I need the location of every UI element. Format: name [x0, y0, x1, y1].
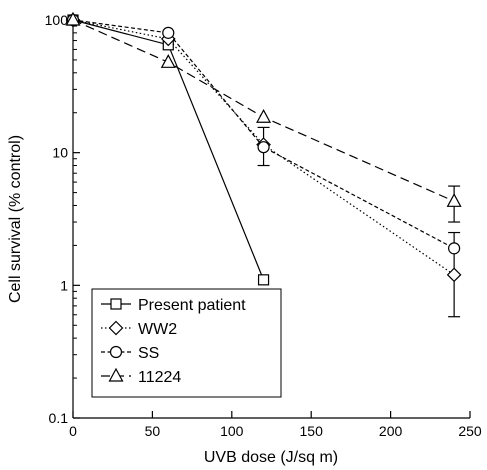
data-point-diamond [446, 267, 462, 283]
y-axis-title: Cell survival (% control) [7, 135, 24, 303]
data-point-triangle [65, 11, 81, 26]
legend-marker-square [110, 298, 122, 310]
ticks: 0 50 100 150 200 250 0.1 1 10 100 [45, 12, 482, 439]
y-tick-label: 1 [60, 277, 68, 293]
axes [72, 20, 470, 419]
data-point-triangle [160, 54, 176, 68]
x-tick-label: 0 [69, 423, 77, 439]
x-tick-label: 150 [300, 423, 324, 439]
series-triangle [65, 11, 462, 223]
data-point-circle [257, 141, 270, 154]
legend: Present patient WW2 SS 11224 [91, 288, 282, 398]
legend-marker-triangle [108, 367, 124, 382]
legend-marker-diamond [108, 320, 124, 336]
legend-label: SS [138, 345, 159, 362]
data-point-circle [162, 26, 175, 39]
series-line [72, 19, 455, 202]
x-axis-title: UVB dose (J/sq m) [204, 449, 338, 466]
x-tick-label: 50 [145, 423, 161, 439]
x-tick-label: 200 [379, 423, 403, 439]
series-diamond [65, 12, 462, 318]
y-tick-label: 100 [45, 12, 69, 28]
legend-label: 11224 [138, 369, 181, 386]
y-tick-label: 10 [52, 145, 68, 161]
y-tick-label: 0.1 [49, 410, 69, 426]
data-point-triangle [446, 193, 462, 207]
legend-marker-circle [109, 345, 123, 359]
series-layer [65, 11, 462, 318]
legend-label: Present patient [138, 297, 246, 314]
data-point-triangle [256, 108, 272, 123]
legend-box [91, 288, 282, 398]
series-line [72, 19, 455, 276]
data-point-circle [448, 242, 461, 255]
data-point-square [257, 274, 270, 286]
x-tick-label: 100 [220, 423, 244, 439]
legend-items: Present patient WW2 SS 11224 [101, 297, 246, 386]
legend-label: WW2 [138, 321, 177, 338]
x-tick-label: 250 [458, 423, 482, 439]
